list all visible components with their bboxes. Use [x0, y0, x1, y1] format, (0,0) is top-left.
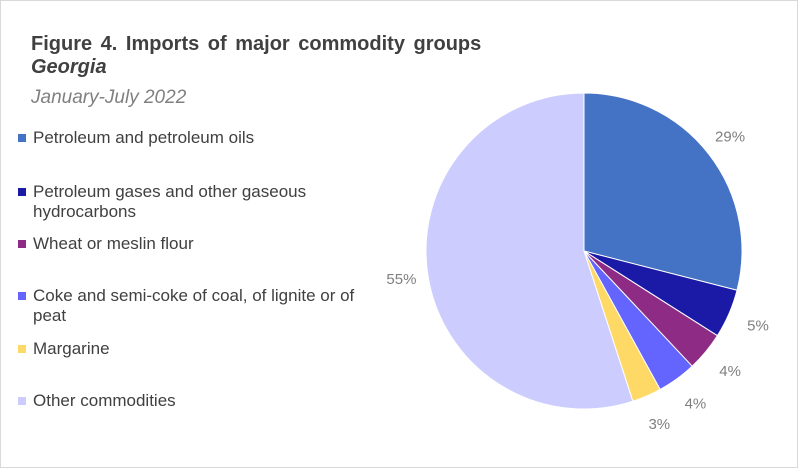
chart-title: Figure 4. Imports of major commodity gro… — [31, 33, 482, 55]
legend-label: Petroleum and petroleum oils — [33, 128, 255, 147]
legend-label: Margarine — [33, 339, 110, 358]
legend-swatch — [18, 292, 26, 300]
legend-swatch — [18, 345, 26, 353]
value-label: 55% — [386, 271, 416, 288]
legend-swatch — [18, 397, 26, 405]
legend-item: Petroleum and petroleum oils — [18, 128, 368, 148]
pie-slice — [583, 92, 743, 291]
legend-item: Coke and semi-coke of coal, of lignite o… — [18, 286, 368, 326]
legend-swatch — [18, 240, 26, 248]
chart-period: January-July 2022 — [31, 87, 187, 108]
legend-item: Other commodities — [18, 391, 368, 411]
legend-label: Wheat or meslin flour — [33, 234, 194, 253]
chart-subtitle: Georgia — [31, 56, 107, 78]
legend-label: Petroleum gases and other gaseous hydroc… — [33, 182, 307, 221]
value-label: 4% — [685, 395, 707, 412]
value-label: 5% — [747, 317, 769, 334]
legend-label: Other commodities — [33, 391, 176, 410]
value-label: 29% — [715, 129, 745, 146]
legend-swatch — [18, 134, 26, 142]
legend-label: Coke and semi-coke of coal, of lignite o… — [33, 286, 355, 325]
pie-slice — [425, 92, 634, 410]
value-label: 3% — [648, 416, 670, 433]
value-label: 4% — [719, 363, 741, 380]
legend-item: Margarine — [18, 339, 368, 359]
legend-swatch — [18, 188, 26, 196]
legend-item: Petroleum gases and other gaseous hydroc… — [18, 182, 368, 222]
legend-item: Wheat or meslin flour — [18, 234, 368, 254]
